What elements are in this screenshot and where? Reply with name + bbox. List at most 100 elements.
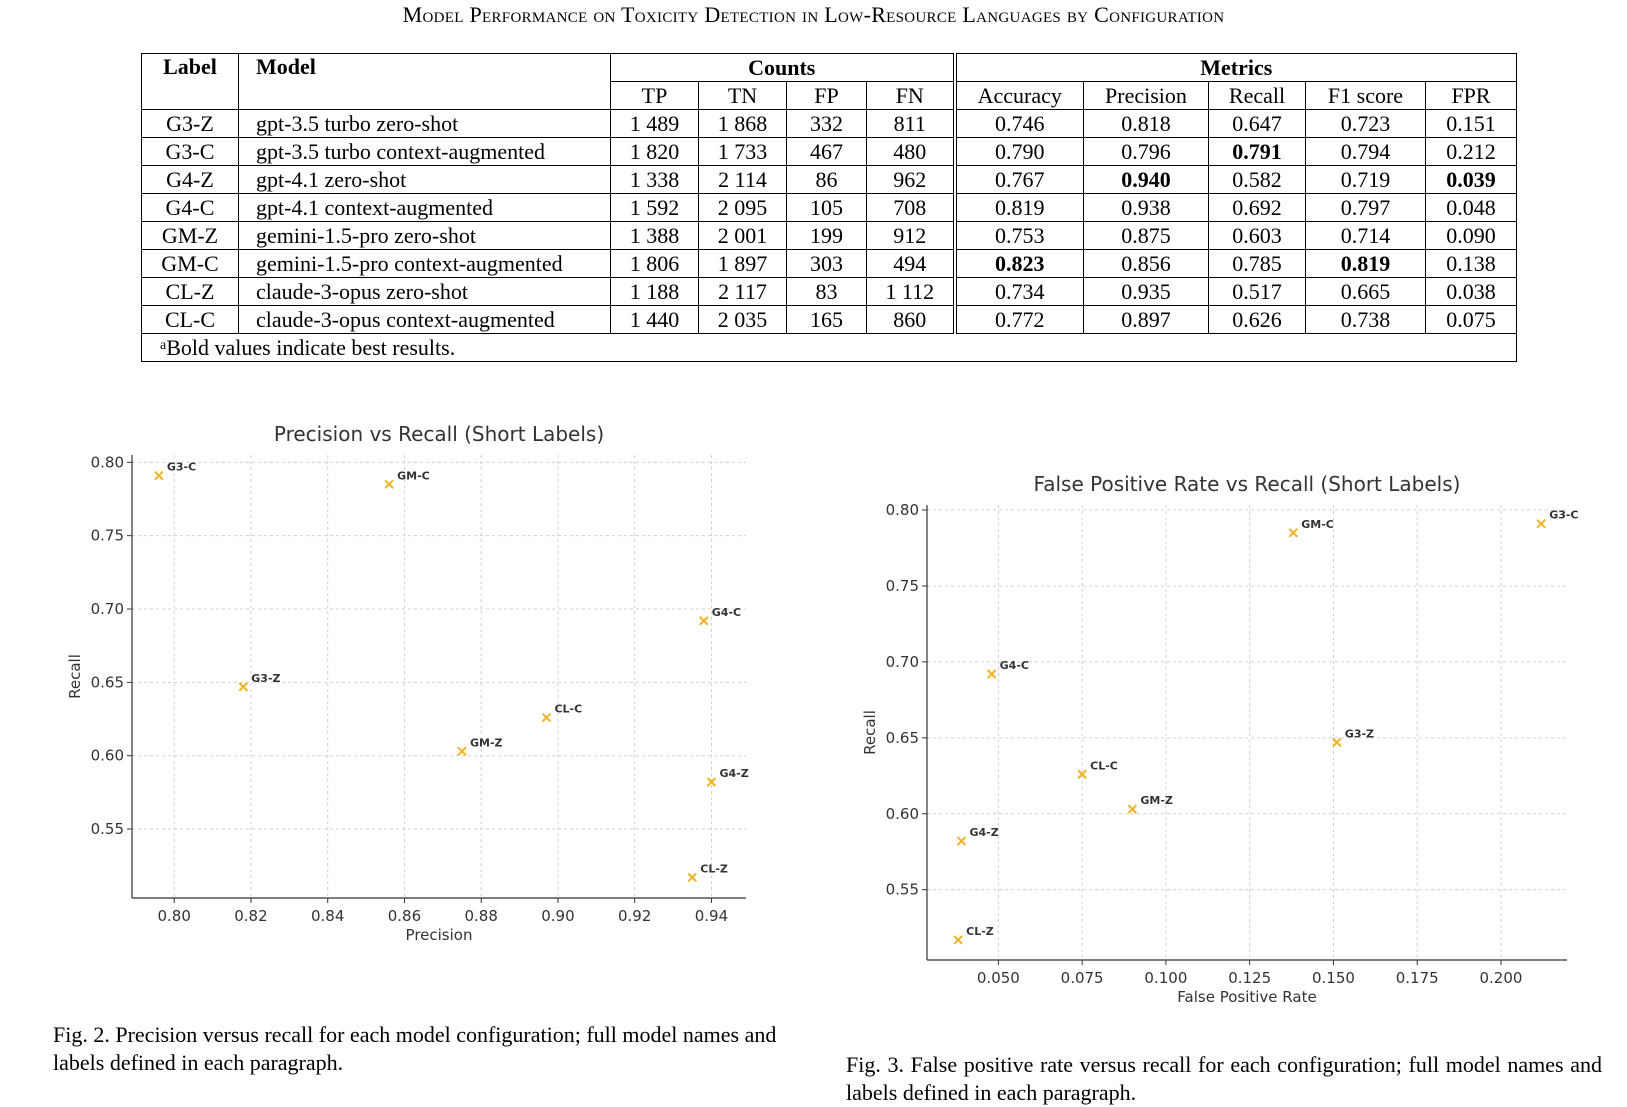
data-point-marker <box>706 777 717 787</box>
cell-fp: 332 <box>786 109 867 138</box>
cell-precision: 0.856 <box>1083 249 1209 278</box>
x-axis-label: False Positive Rate <box>1177 988 1316 1006</box>
cell-f1: 0.714 <box>1305 221 1426 250</box>
data-point-label: G3-C <box>167 461 196 474</box>
header-fpr: FPR <box>1424 81 1518 110</box>
x-tick-label: 0.175 <box>1396 969 1439 987</box>
data-point-label: GM-C <box>1301 518 1334 531</box>
cell-fp: 105 <box>786 193 867 222</box>
header-fp: FP <box>786 81 867 110</box>
header-label: Label <box>141 53 239 110</box>
x-tick-label: 0.075 <box>1061 969 1104 987</box>
cell-f1: 0.665 <box>1305 277 1426 306</box>
cell-tn: 1 897 <box>698 249 787 278</box>
header-precision: Precision <box>1083 81 1209 110</box>
cell-tp: 1 806 <box>610 249 699 278</box>
table-row: G3-Z gpt-3.5 turbo zero-shot 1 489 1 868 332… <box>141 109 1518 138</box>
header-metrics: Metrics <box>952 53 1518 82</box>
data-point-marker <box>1288 528 1298 538</box>
data-point-label: G4-C <box>712 606 741 619</box>
caption-fig2: Fig. 2. Precision versus recall for each… <box>53 1022 777 1075</box>
table-row: G4-Z gpt-4.1 zero-shot 1 338 2 114 86 962 0.76… <box>141 165 1518 194</box>
cell-fn: 912 <box>866 221 955 250</box>
data-point-label: G4-C <box>1000 659 1029 672</box>
y-tick-label: 0.70 <box>886 653 919 671</box>
data-point-label: G3-Z <box>251 672 280 685</box>
fpr-recall-chart: 0.050 0.075 0.100 0.125 0.150 0.175 0.200 0.55 0… <box>861 472 1579 1006</box>
cell-fp: 303 <box>786 249 867 278</box>
cell-recall: 0.785 <box>1208 249 1306 278</box>
cell-tp: 1 338 <box>610 165 699 194</box>
header-f1: F1 score <box>1305 81 1426 110</box>
x-tick-label: 0.050 <box>977 969 1020 987</box>
cell-precision: 0.940 <box>1083 165 1209 194</box>
data-point-marker <box>1127 804 1138 814</box>
cell-model: claude-3-opus zero-shot <box>238 277 611 306</box>
cell-accuracy: 0.819 <box>952 193 1084 222</box>
cell-fpr: 0.039 <box>1424 165 1518 194</box>
data-point-marker <box>953 935 963 945</box>
data-point-label: CL-Z <box>966 925 994 938</box>
y-tick-label: 0.70 <box>91 600 124 618</box>
y-tick-label: 0.65 <box>886 729 919 747</box>
header-tp: TP <box>610 81 699 110</box>
table-note: aBold values indicate best results. <box>140 333 1518 362</box>
x-tick-label: 0.94 <box>695 907 728 925</box>
cell-fn: 494 <box>866 249 955 278</box>
cell-tp: 1 592 <box>610 193 699 222</box>
cell-fn: 480 <box>866 137 955 166</box>
data-point-label: GM-C <box>397 469 430 482</box>
cell-accuracy: 0.823 <box>952 249 1084 278</box>
cell-fpr: 0.138 <box>1424 249 1518 278</box>
cell-model: gpt-3.5 turbo zero-shot <box>238 109 611 138</box>
data-point-marker <box>154 470 164 481</box>
table-row: CL-Z claude-3-opus zero-shot 1 188 2 117 83 1… <box>141 277 1518 306</box>
cell-label: CL-C <box>141 305 239 334</box>
x-tick-label: 0.125 <box>1228 969 1271 987</box>
cell-label: GM-C <box>141 249 239 278</box>
chart-title: False Positive Rate vs Recall (Short Lab… <box>1034 472 1461 496</box>
data-point-label: GM-Z <box>470 736 503 749</box>
cell-f1: 0.819 <box>1305 249 1426 278</box>
y-tick-label: 0.80 <box>91 453 124 471</box>
x-tick-label: 0.84 <box>311 907 344 925</box>
header-fn: FN <box>866 81 955 110</box>
cell-label: G3-Z <box>141 109 239 138</box>
cell-accuracy: 0.734 <box>952 277 1084 306</box>
results-table: Label Model Counts Metrics TP TN FP FN A… <box>140 53 1518 362</box>
table-row: CL-C claude-3-opus context-augmented 1 440… <box>141 305 1518 334</box>
cell-accuracy: 0.767 <box>952 165 1084 194</box>
cell-precision: 0.897 <box>1083 305 1209 334</box>
cell-fn: 811 <box>866 109 955 138</box>
precision-recall-chart: 0.80 0.82 0.84 0.86 0.88 0.90 0.92 0.94 0.55 0.60… <box>66 422 749 944</box>
cell-tp: 1 188 <box>610 277 699 306</box>
cell-precision: 0.875 <box>1083 221 1209 250</box>
data-point-marker <box>1536 518 1546 529</box>
y-tick-label: 0.65 <box>91 673 124 691</box>
header-model: Model <box>238 53 611 110</box>
cell-recall: 0.791 <box>1208 137 1306 166</box>
cell-recall: 0.692 <box>1208 193 1306 222</box>
data-point-marker <box>956 836 967 846</box>
cell-f1: 0.719 <box>1305 165 1426 194</box>
caption-fig3: Fig. 3. False positive rate versus recal… <box>846 1052 1602 1105</box>
cell-precision: 0.796 <box>1083 137 1209 166</box>
y-tick-label: 0.60 <box>91 747 124 765</box>
chart-title: Precision vs Recall (Short Labels) <box>274 422 604 446</box>
cell-recall: 0.517 <box>1208 277 1306 306</box>
cell-model: gemini-1.5-pro context-augmented <box>238 249 611 278</box>
y-tick-label: 0.55 <box>91 820 124 838</box>
cell-fp: 86 <box>786 165 867 194</box>
data-point-marker <box>1077 769 1087 779</box>
data-point-label: CL-C <box>1090 759 1118 772</box>
cell-fn: 860 <box>866 305 955 334</box>
data-point-label: G3-Z <box>1345 727 1374 740</box>
x-tick-label: 0.86 <box>388 907 421 925</box>
table-header-row-groups: Label Model Counts Metrics <box>141 53 1518 110</box>
cell-tn: 2 114 <box>698 165 787 194</box>
cell-f1: 0.738 <box>1305 305 1426 334</box>
x-tick-label: 0.92 <box>618 907 651 925</box>
cell-recall: 0.626 <box>1208 305 1306 334</box>
table-row: GM-Z gemini-1.5-pro zero-shot 1 388 2 001 19… <box>141 221 1518 250</box>
note-text: Bold values indicate best results. <box>166 334 456 360</box>
